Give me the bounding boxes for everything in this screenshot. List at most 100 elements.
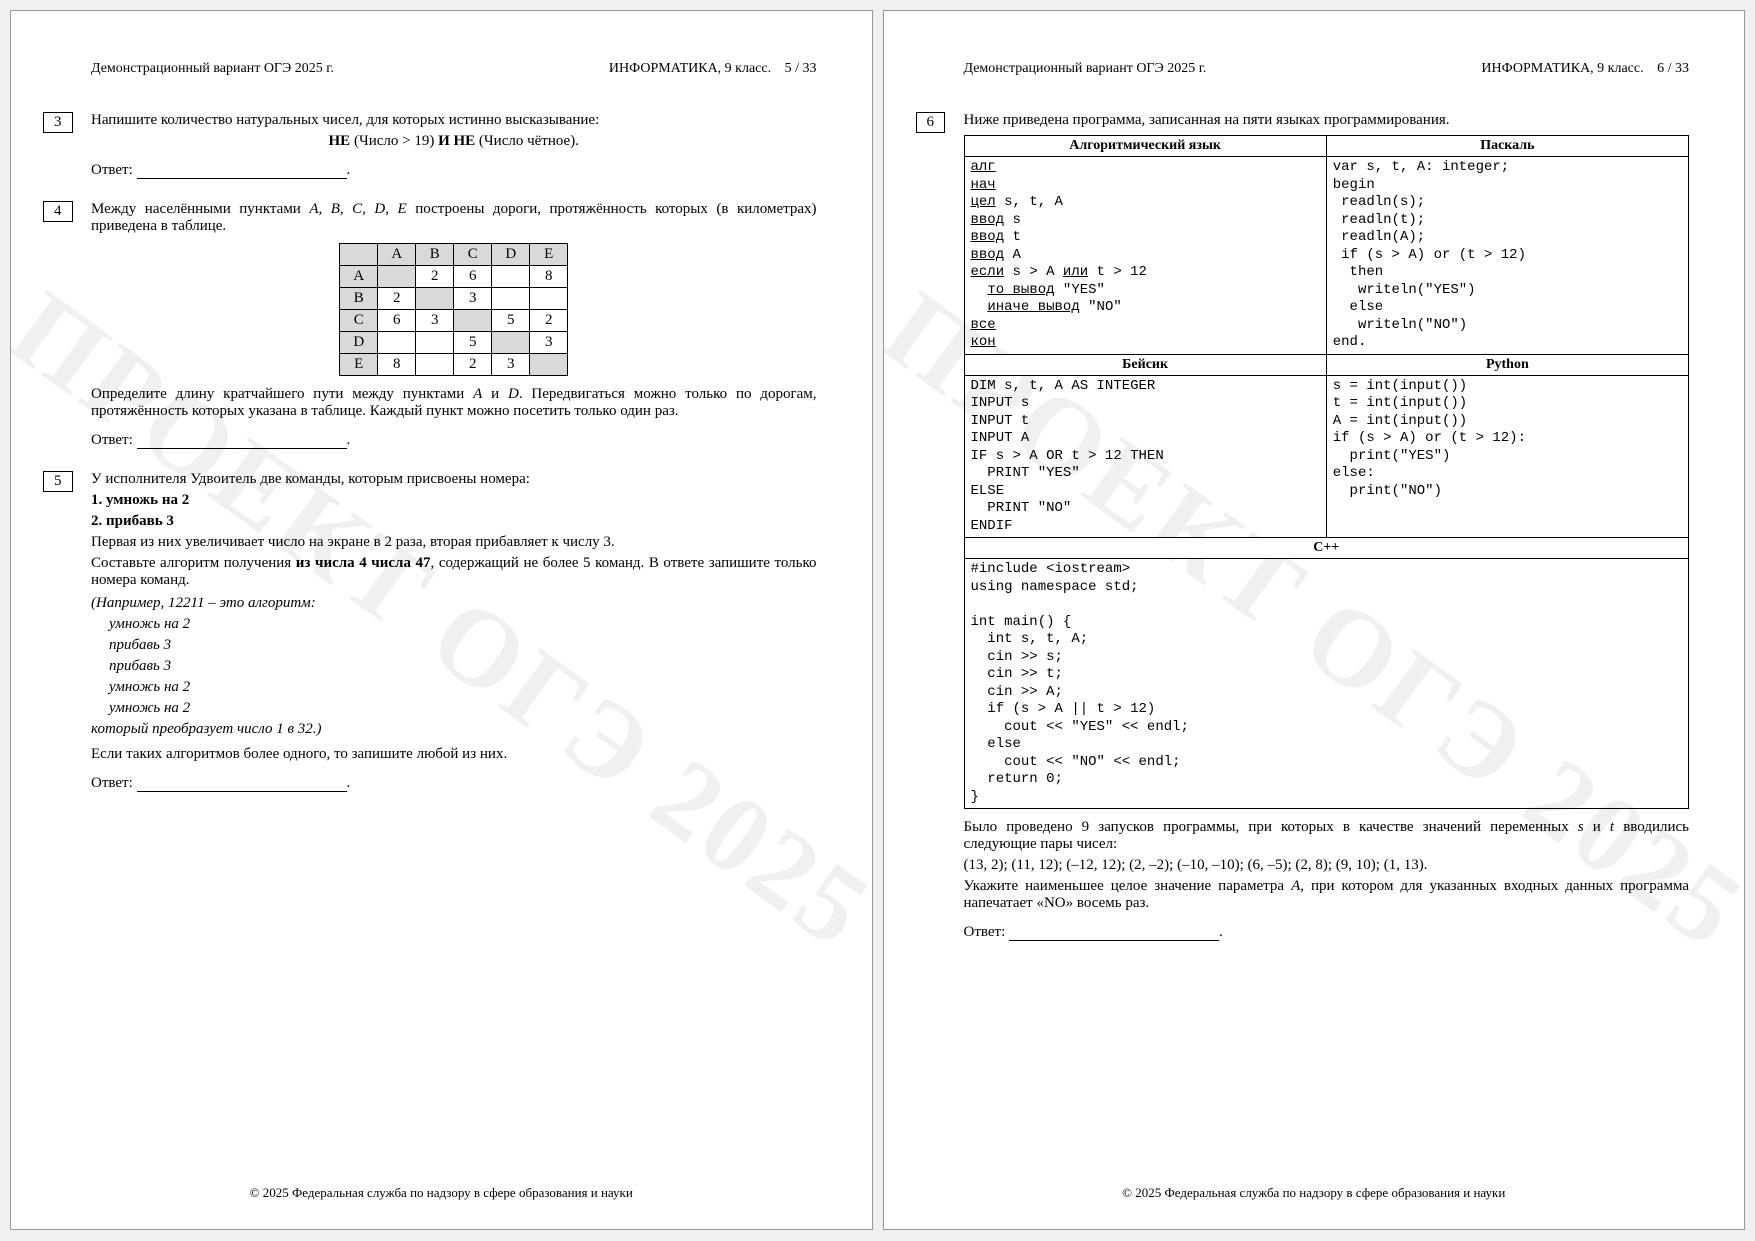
q3-text: Напишите количество натуральных чисел, д… [91,112,817,129]
cell [492,288,530,310]
answer-label: Ответ: [91,432,137,448]
cell: 5 [454,332,492,354]
header-subject: ИНФОРМАТИКА, 9 класс. [1481,61,1643,76]
rh-a: A [340,266,378,288]
question-number-4: 4 [43,201,73,222]
q6-p1: Ниже приведена программа, записанная на … [964,112,1690,129]
q5-cmd2: 2. прибавь 3 [91,513,817,530]
q5-ex5: умножь на 2 [109,700,817,717]
answer-label: Ответ: [91,162,137,178]
q5-cmd1: 1. умножь на 2 [91,492,817,509]
question-number-6: 6 [916,112,946,133]
q6-p2: Было проведено 9 запусков программы, при… [964,819,1690,853]
distance-table: A B C D E A 2 6 8 B 2 3 [339,243,568,376]
header-page-num: 6 / 33 [1657,61,1689,76]
th-cpp: C++ [964,538,1689,559]
cell [378,332,416,354]
q3-cond1: (Число > 19) [350,133,438,149]
q5-p2: Первая из них увеличивает число на экран… [91,534,817,551]
th-basic: Бейсик [964,354,1326,375]
table-header-row: A B C D E [340,244,568,266]
page-left: ПРОЕКТ ОГЭ 2025 Демонстрационный вариант… [10,10,873,1230]
cell: 5 [492,310,530,332]
page-header: Демонстрационный вариант ОГЭ 2025 г. ИНФ… [91,61,817,77]
th-d: D [492,244,530,266]
code-table: Алгоритмический язык Паскаль алг нач цел… [964,135,1690,809]
cell: 8 [530,266,568,288]
th-python: Python [1326,354,1688,375]
table-row: B 2 3 [340,288,568,310]
answer-blank[interactable] [137,448,347,449]
question-number-5: 5 [43,471,73,492]
answer-blank[interactable] [137,178,347,179]
question-5: У исполнителя Удвоитель две команды, кот… [91,471,817,792]
th-b: B [416,244,454,266]
q5-p3a: Составьте алгоритм получения [91,555,296,571]
answer-blank[interactable] [1009,940,1219,941]
th-alg: Алгоритмический язык [964,136,1326,157]
header-left: Демонстрационный вариант ОГЭ 2025 г. [964,61,1207,77]
th-c: C [454,244,492,266]
cell [416,332,454,354]
q6-answer: Ответ: . [964,924,1690,941]
q4-points: A, B, C, D, E [309,201,406,217]
table-row: E 8 2 3 [340,354,568,376]
page-footer: © 2025 Федеральная служба по надзору в с… [884,1185,1745,1201]
cell: 2 [416,266,454,288]
cell [530,288,568,310]
question-4: Между населёнными пунктами A, B, C, D, E… [91,201,817,449]
cell: 3 [454,288,492,310]
answer-blank[interactable] [137,791,347,792]
q4-p2a: Определите длину кратчайшего пути между … [91,386,473,402]
cell [378,266,416,288]
q5-ex3: прибавь 3 [109,658,817,675]
header-right: ИНФОРМАТИКА, 9 класс. 6 / 33 [1471,61,1689,77]
cell: 3 [416,310,454,332]
q3-formula: НЕ (Число > 19) И НЕ (Число чётное). [91,133,817,150]
cell: 6 [454,266,492,288]
q5-p1: У исполнителя Удвоитель две команды, кот… [91,471,817,488]
q5-p3: Составьте алгоритм получения из числа 4 … [91,555,817,589]
q6-p2a: Было проведено 9 запусков программы, при… [964,819,1578,835]
page-footer: © 2025 Федеральная служба по надзору в с… [11,1185,872,1201]
cell: 6 [378,310,416,332]
q5-ex-head: (Например, 12211 – это алгоритм: [91,595,817,612]
rh-d: D [340,332,378,354]
q3-cond2: (Число чётное). [475,133,579,149]
q4-answer: Ответ: . [91,432,817,449]
th-blank [340,244,378,266]
header-page-num: 5 / 33 [785,61,817,76]
q5-p3bold: из числа 4 числа 47 [296,555,431,571]
cell [416,354,454,376]
cell: 3 [530,332,568,354]
q5-p4: Если таких алгоритмов более одного, то з… [91,746,817,763]
q4-and: и [482,386,508,402]
cell [492,266,530,288]
q5-ex4: умножь на 2 [109,679,817,696]
table-row: C 6 3 5 2 [340,310,568,332]
rh-e: E [340,354,378,376]
table-row: A 2 6 8 [340,266,568,288]
q4-pA: A [473,386,482,402]
cell: 3 [492,354,530,376]
cell: 2 [378,288,416,310]
header-right: ИНФОРМАТИКА, 9 класс. 5 / 33 [599,61,817,77]
q6-and: и [1584,819,1610,835]
page-header: Демонстрационный вариант ОГЭ 2025 г. ИНФ… [964,61,1690,77]
q3-not1: НЕ [329,133,351,149]
q4-p1: Между населёнными пунктами A, B, C, D, E… [91,201,817,235]
th-a: A [378,244,416,266]
q3-answer: Ответ: . [91,162,817,179]
header-subject: ИНФОРМАТИКА, 9 класс. [609,61,771,76]
q3-andnot: И НЕ [438,133,475,149]
q5-answer: Ответ: . [91,775,817,792]
question-6: Ниже приведена программа, записанная на … [964,112,1690,941]
code-pascal: var s, t, A: integer; begin readln(s); r… [1326,157,1688,355]
cell [416,288,454,310]
rh-b: B [340,288,378,310]
cell [454,310,492,332]
cell [492,332,530,354]
code-cpp: #include <iostream> using namespace std;… [964,559,1689,809]
q4-p2: Определите длину кратчайшего пути между … [91,386,817,420]
q5-ex2: прибавь 3 [109,637,817,654]
